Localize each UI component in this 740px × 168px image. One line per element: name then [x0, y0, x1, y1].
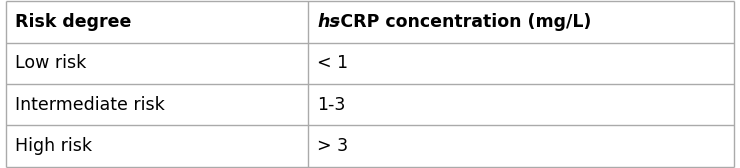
Text: Risk degree: Risk degree [15, 13, 131, 31]
Text: > 3: > 3 [317, 137, 348, 155]
Text: High risk: High risk [15, 137, 92, 155]
Text: Low risk: Low risk [15, 54, 86, 72]
Text: 1-3: 1-3 [317, 96, 346, 114]
Text: Intermediate risk: Intermediate risk [15, 96, 164, 114]
Text: hs: hs [317, 13, 340, 31]
Text: < 1: < 1 [317, 54, 348, 72]
Text: -CRP concentration (mg/L): -CRP concentration (mg/L) [333, 13, 592, 31]
